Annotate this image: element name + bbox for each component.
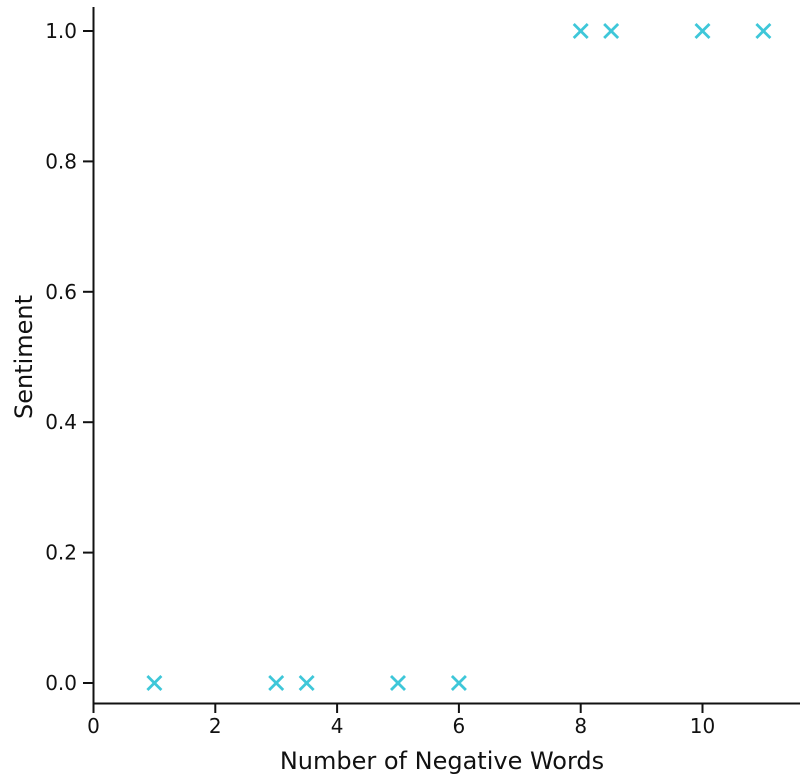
y-axis-ticks: 0.0 0.2 0.4 0.6 0.8 1.0 <box>45 19 93 695</box>
marker-stroke <box>694 23 711 39</box>
x-tick-label: 8 <box>574 714 587 738</box>
y-tick-label: 0.4 <box>45 410 77 434</box>
marker-stroke <box>572 23 589 39</box>
data-point-marker <box>572 23 589 39</box>
x-tick-label: 4 <box>331 714 344 738</box>
x-tick-label: 10 <box>690 714 715 738</box>
data-point-marker <box>694 23 711 39</box>
y-tick-label: 0.2 <box>45 541 77 565</box>
y-tick-label: 0.0 <box>45 671 77 695</box>
y-axis-label: Sentiment <box>10 295 38 419</box>
y-tick-label: 0.6 <box>45 280 77 304</box>
y-tick-label: 0.8 <box>45 149 77 173</box>
data-points <box>146 23 772 691</box>
x-axis-ticks: 0 2 4 6 8 10 <box>87 703 715 738</box>
x-tick-label: 0 <box>87 714 100 738</box>
x-axis-label: Number of Negative Words <box>280 747 604 775</box>
data-point-marker <box>298 675 315 691</box>
marker-stroke <box>603 23 620 39</box>
data-point-marker <box>390 675 406 691</box>
y-tick-label: 1.0 <box>45 19 77 43</box>
marker-stroke <box>390 675 406 691</box>
marker-stroke <box>268 675 285 691</box>
marker-stroke <box>450 675 467 691</box>
data-point-marker <box>146 675 163 691</box>
data-point-marker <box>450 675 467 691</box>
x-tick-label: 6 <box>453 714 466 738</box>
marker-stroke <box>298 675 315 691</box>
data-point-marker <box>268 675 285 691</box>
data-point-marker <box>603 23 620 39</box>
x-tick-label: 2 <box>209 714 222 738</box>
marker-stroke <box>146 675 163 691</box>
data-point-marker <box>755 23 772 39</box>
marker-stroke <box>755 23 772 39</box>
